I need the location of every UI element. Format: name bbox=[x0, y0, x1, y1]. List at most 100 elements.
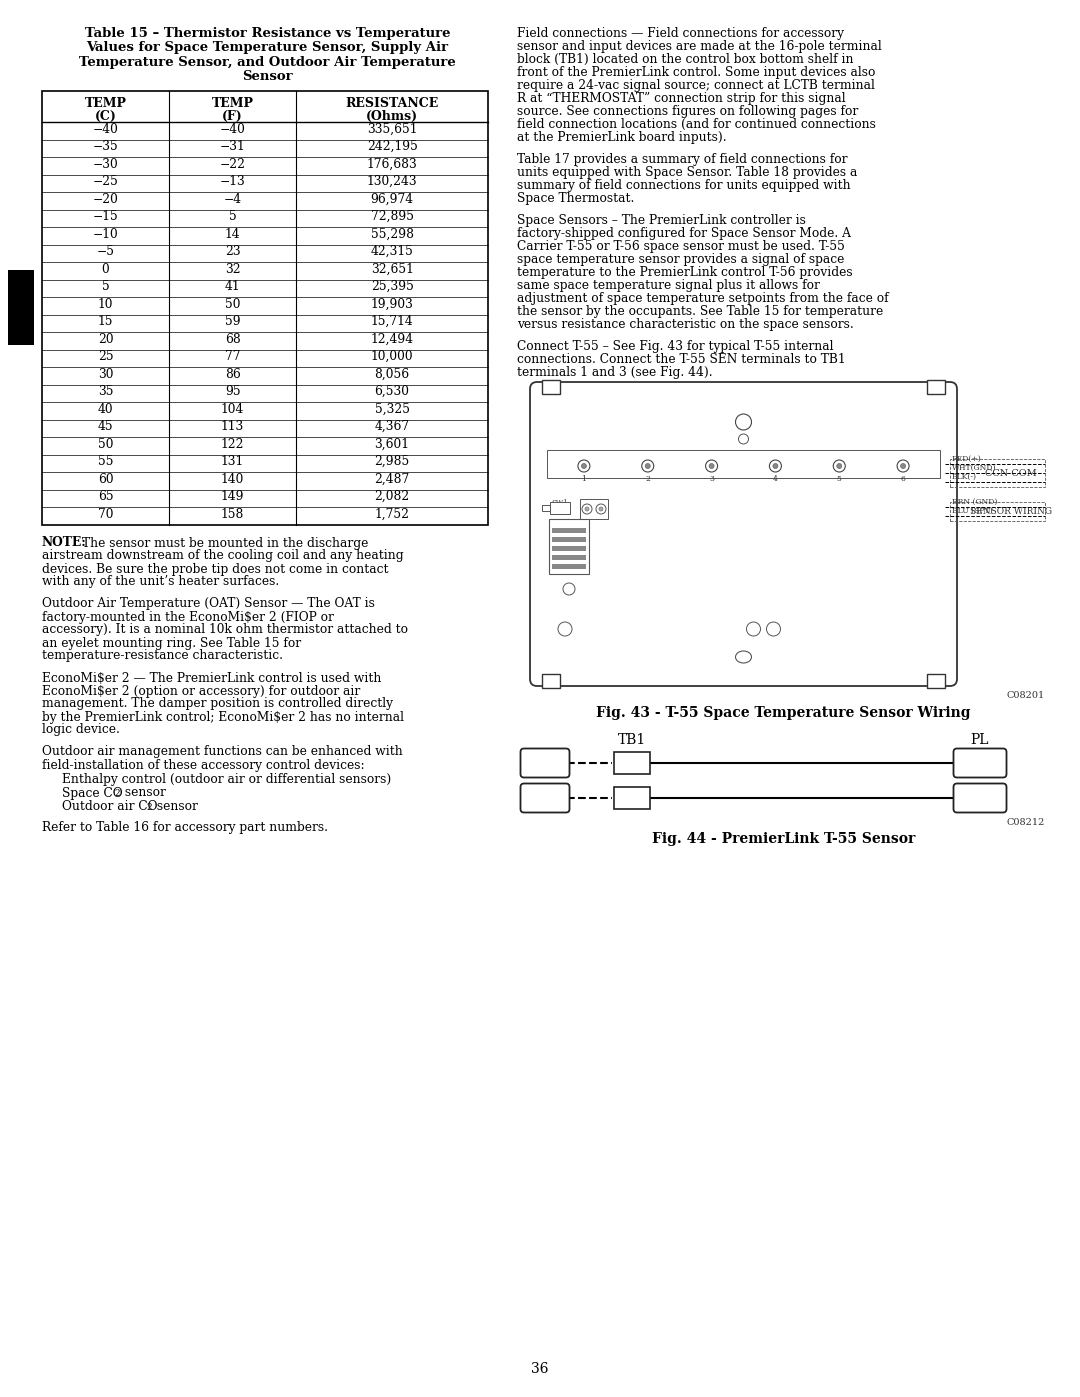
Text: 19,903: 19,903 bbox=[370, 298, 414, 310]
Circle shape bbox=[901, 464, 906, 468]
Text: 176,683: 176,683 bbox=[367, 158, 418, 170]
Text: sensor: sensor bbox=[153, 799, 198, 813]
Text: 2,082: 2,082 bbox=[375, 490, 409, 503]
Text: BRN (GND): BRN (GND) bbox=[951, 497, 997, 506]
Text: −10: −10 bbox=[93, 228, 119, 240]
Text: Connect T-55 – See Fig. 43 for typical T-55 internal: Connect T-55 – See Fig. 43 for typical T… bbox=[517, 339, 834, 353]
Text: −20: −20 bbox=[93, 193, 119, 205]
Text: 32,651: 32,651 bbox=[370, 263, 414, 275]
Text: 8,056: 8,056 bbox=[375, 367, 409, 381]
Text: field-installation of these accessory control devices:: field-installation of these accessory co… bbox=[42, 759, 365, 771]
Text: front of the PremierLink control. Some input devices also: front of the PremierLink control. Some i… bbox=[517, 66, 876, 80]
Bar bbox=[549, 520, 589, 574]
Circle shape bbox=[837, 464, 841, 468]
Bar bbox=[927, 380, 945, 394]
Text: 55,298: 55,298 bbox=[370, 228, 414, 240]
Text: −25: −25 bbox=[93, 175, 119, 189]
Circle shape bbox=[582, 504, 592, 514]
Bar bbox=[552, 536, 586, 542]
Text: (F): (F) bbox=[222, 110, 243, 123]
Text: 86: 86 bbox=[225, 367, 241, 381]
Text: Sensor: Sensor bbox=[242, 70, 293, 84]
Text: 45: 45 bbox=[98, 420, 113, 433]
Text: BLU (SPT): BLU (SPT) bbox=[951, 507, 993, 514]
Text: at the PremierLink board inputs).: at the PremierLink board inputs). bbox=[517, 131, 727, 144]
FancyBboxPatch shape bbox=[530, 381, 957, 686]
Text: −40: −40 bbox=[93, 123, 119, 136]
Text: 55: 55 bbox=[98, 455, 113, 468]
Bar bbox=[615, 787, 650, 809]
Text: field connection locations (and for continued connections: field connection locations (and for cont… bbox=[517, 117, 876, 131]
Text: 2: 2 bbox=[646, 475, 650, 483]
Circle shape bbox=[834, 460, 846, 472]
Text: block (TB1) located on the control box bottom shelf in: block (TB1) located on the control box b… bbox=[517, 53, 853, 66]
Text: RED(+): RED(+) bbox=[951, 454, 982, 462]
Bar bbox=[950, 502, 1045, 521]
Text: Temperature Sensor, and Outdoor Air Temperature: Temperature Sensor, and Outdoor Air Temp… bbox=[79, 56, 456, 68]
Text: −30: −30 bbox=[93, 158, 119, 170]
Text: 65: 65 bbox=[98, 490, 113, 503]
Circle shape bbox=[897, 460, 909, 472]
Text: Space CO: Space CO bbox=[62, 787, 123, 799]
Text: 158: 158 bbox=[221, 507, 244, 521]
Text: the sensor by the occupants. See Table 15 for temperature: the sensor by the occupants. See Table 1… bbox=[517, 305, 883, 319]
Text: 242,195: 242,195 bbox=[367, 140, 418, 154]
Text: Table 15 – Thermistor Resistance vs Temperature: Table 15 – Thermistor Resistance vs Temp… bbox=[84, 27, 450, 41]
Text: 2: 2 bbox=[146, 802, 151, 812]
Circle shape bbox=[596, 504, 606, 514]
Text: Carrier T-55 or T-56 space sensor must be used. T-55: Carrier T-55 or T-56 space sensor must b… bbox=[517, 240, 845, 253]
Bar bbox=[580, 499, 608, 520]
Text: devices. Be sure the probe tip does not come in contact: devices. Be sure the probe tip does not … bbox=[42, 563, 389, 576]
Text: terminals 1 and 3 (see Fig. 44).: terminals 1 and 3 (see Fig. 44). bbox=[517, 366, 713, 379]
Text: adjustment of space temperature setpoints from the face of: adjustment of space temperature setpoint… bbox=[517, 292, 889, 305]
Text: (Ohms): (Ohms) bbox=[366, 110, 418, 123]
Text: 6: 6 bbox=[901, 475, 905, 483]
Text: temperature to the PremierLink control T-56 provides: temperature to the PremierLink control T… bbox=[517, 265, 852, 279]
Text: 50: 50 bbox=[98, 437, 113, 451]
Text: Table 17 provides a summary of field connections for: Table 17 provides a summary of field con… bbox=[517, 154, 848, 166]
Text: 70: 70 bbox=[98, 507, 113, 521]
Text: an eyelet mounting ring. See Table 15 for: an eyelet mounting ring. See Table 15 fo… bbox=[42, 637, 301, 650]
Text: 25,395: 25,395 bbox=[370, 281, 414, 293]
Text: same space temperature signal plus it allows for: same space temperature signal plus it al… bbox=[517, 279, 820, 292]
Text: 10,000: 10,000 bbox=[370, 351, 414, 363]
Text: EconoMi$er 2 — The PremierLink control is used with: EconoMi$er 2 — The PremierLink control i… bbox=[42, 672, 381, 685]
Circle shape bbox=[558, 622, 572, 636]
Text: 1: 1 bbox=[581, 475, 586, 483]
Text: SEN: SEN bbox=[582, 502, 599, 509]
Text: 1,752: 1,752 bbox=[375, 507, 409, 521]
Circle shape bbox=[710, 464, 714, 468]
Text: 59: 59 bbox=[225, 316, 241, 328]
Text: −40: −40 bbox=[219, 123, 245, 136]
Text: 4,367: 4,367 bbox=[375, 420, 409, 433]
Text: sensor and input devices are made at the 16-pole terminal: sensor and input devices are made at the… bbox=[517, 41, 881, 53]
Text: 40: 40 bbox=[98, 402, 113, 416]
Text: Enthalpy control (outdoor air or differential sensors): Enthalpy control (outdoor air or differe… bbox=[62, 774, 391, 787]
Circle shape bbox=[739, 434, 748, 444]
Text: by the PremierLink control; EconoMi$er 2 has no internal: by the PremierLink control; EconoMi$er 2… bbox=[42, 711, 404, 724]
Text: Outdoor Air Temperature (OAT) Sensor — The OAT is: Outdoor Air Temperature (OAT) Sensor — T… bbox=[42, 598, 375, 610]
Text: 5,325: 5,325 bbox=[375, 402, 409, 416]
Text: Values for Space Temperature Sensor, Supply Air: Values for Space Temperature Sensor, Sup… bbox=[86, 42, 448, 54]
FancyBboxPatch shape bbox=[954, 784, 1007, 813]
Text: 23: 23 bbox=[225, 246, 241, 258]
Text: −22: −22 bbox=[219, 158, 245, 170]
Text: 2,487: 2,487 bbox=[375, 472, 409, 486]
Text: R at “THERMOSTAT” connection strip for this signal: R at “THERMOSTAT” connection strip for t… bbox=[517, 92, 846, 105]
Bar bbox=[546, 450, 940, 478]
Text: J6-7: J6-7 bbox=[967, 757, 994, 770]
Text: J6-6: J6-6 bbox=[967, 792, 994, 805]
Text: versus resistance characteristic on the space sensors.: versus resistance characteristic on the … bbox=[517, 319, 854, 331]
Circle shape bbox=[578, 460, 590, 472]
Text: −4: −4 bbox=[224, 193, 242, 205]
Text: 1: 1 bbox=[627, 757, 636, 770]
Text: 42,315: 42,315 bbox=[370, 246, 414, 258]
Text: −35: −35 bbox=[93, 140, 119, 154]
Text: 72,895: 72,895 bbox=[370, 211, 414, 224]
Text: 6,530: 6,530 bbox=[375, 386, 409, 398]
Text: Space Thermostat.: Space Thermostat. bbox=[517, 191, 634, 205]
Text: 10: 10 bbox=[98, 298, 113, 310]
Text: 104: 104 bbox=[221, 402, 244, 416]
Text: 2,985: 2,985 bbox=[375, 455, 409, 468]
Circle shape bbox=[585, 507, 589, 511]
